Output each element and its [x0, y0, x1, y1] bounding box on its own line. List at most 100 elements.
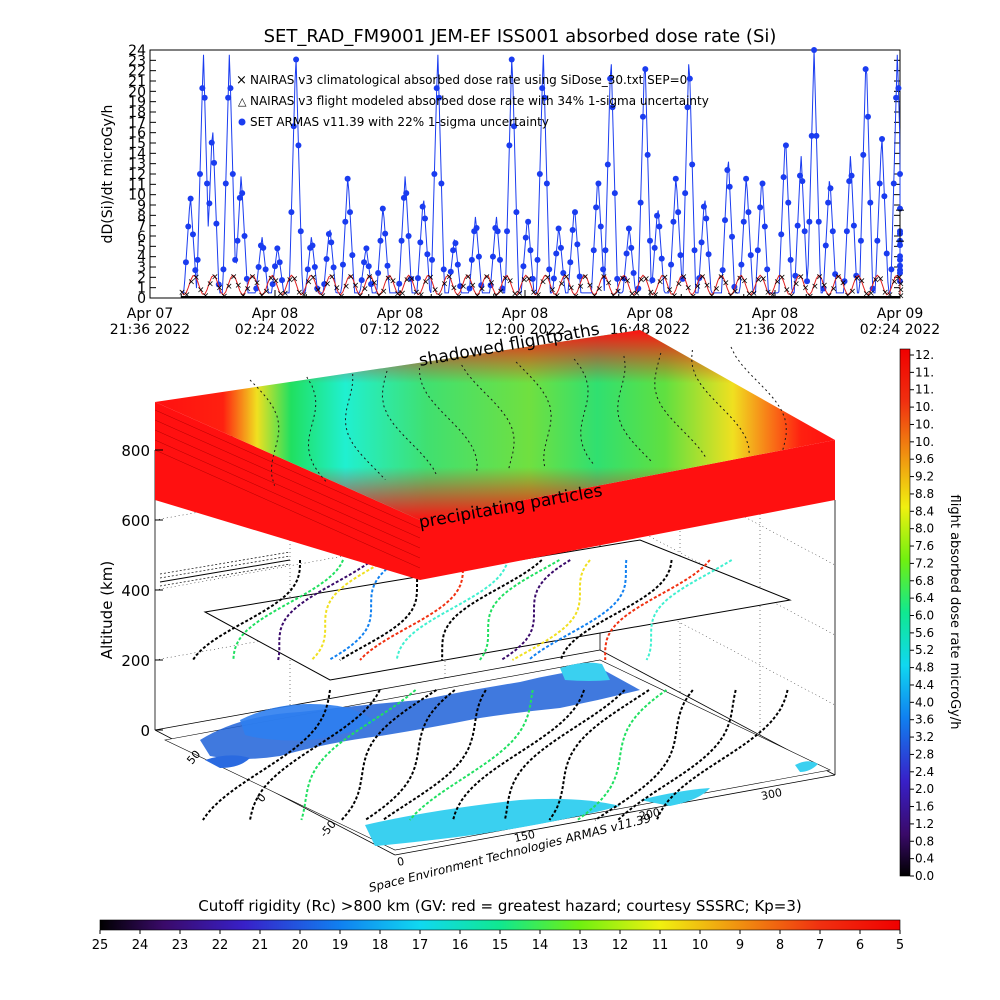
series-nairas-clim-point: ×	[877, 275, 885, 285]
ocean-region-north	[560, 662, 610, 681]
series-nairas-clim-point: ×	[820, 281, 828, 291]
series-nairas-clim-point: ×	[347, 272, 355, 282]
series-armas-point	[799, 178, 806, 185]
x-tick-label-line2: 21:36 2022	[110, 322, 190, 338]
x-tick-label-line1: Apr 08	[627, 306, 673, 322]
flight-track	[192, 560, 301, 661]
series-nairas-clim-point: ×	[717, 273, 725, 283]
series-armas-point	[365, 263, 372, 270]
series-armas-point	[604, 161, 611, 168]
series-armas-point	[876, 180, 883, 187]
series-nairas-clim-point: ×	[431, 286, 439, 296]
series-nairas-clim-point: ×	[506, 276, 514, 286]
series-armas-point	[396, 280, 403, 287]
series-armas-point	[297, 228, 304, 235]
x-tick-label-line2: 02:24 2022	[235, 322, 315, 338]
series-nairas-clim-point: ×	[849, 287, 857, 297]
colorbar-bottom-tick-label: 14	[532, 938, 549, 953]
colorbar-bottom-tick-label: 25	[92, 938, 109, 953]
colorbar-bottom-bar	[99, 919, 901, 931]
colorbar-bottom-tick-label: 12	[612, 938, 629, 953]
x-tick-label-line2: 21:36 2022	[735, 322, 815, 338]
y-tick-label: 21	[128, 74, 146, 90]
series-nairas-clim-point: ×	[235, 281, 243, 291]
ground-track	[364, 689, 456, 821]
series-nairas-clim-point: ×	[445, 272, 453, 282]
colorbar-right-tick-label: 2.0	[915, 782, 934, 796]
series-nairas-clim-point: ×	[244, 285, 252, 295]
series-nairas-clim-point: ×	[872, 275, 880, 285]
series-nairas-clim-point: ×	[478, 285, 486, 295]
series-armas-point	[513, 209, 520, 216]
altitude-tick-label: 400	[121, 582, 150, 600]
series-armas-point	[684, 104, 691, 111]
series-armas-point	[747, 252, 754, 259]
y-tick-label: 1	[137, 281, 146, 297]
series-nairas-clim-point: ×	[464, 272, 472, 282]
series-nairas-clim-point: ×	[581, 272, 589, 282]
series-armas-point	[504, 228, 511, 235]
series-armas-point	[569, 227, 576, 234]
series-nairas-clim-point: ×	[263, 287, 271, 297]
series-armas-point	[639, 113, 646, 120]
series-armas-point	[529, 275, 536, 282]
series-armas-point	[197, 171, 203, 177]
series-nairas-clim-point: ×	[558, 280, 566, 290]
flight-track	[479, 559, 560, 661]
series-nairas-clim-point: ×	[305, 277, 313, 287]
y-tick-label: 9	[137, 198, 146, 214]
series-armas-point	[182, 259, 189, 266]
series-armas-point	[382, 230, 389, 237]
altitude-tick-label: 200	[121, 652, 150, 670]
y-tick-label: 4	[137, 250, 146, 266]
series-armas-point	[234, 237, 241, 244]
series-armas-point	[785, 199, 792, 206]
series-nairas-clim-point: ×	[211, 272, 219, 282]
series-nairas-clim-point: ×	[258, 291, 266, 301]
colorbar-right-tick-label: 4.8	[915, 661, 934, 675]
colorbar-right-tick-label: 1.6	[915, 800, 934, 814]
ground-track	[202, 689, 331, 821]
series-nairas-clim-point: ×	[778, 273, 786, 283]
y-tick-label: 6	[137, 229, 146, 245]
series-armas-point	[848, 172, 855, 179]
series-nairas-clim-point: ×	[661, 273, 669, 283]
series-armas-point	[204, 180, 211, 187]
colorbar-right-tick-label: 8.4	[915, 504, 934, 518]
series-armas-point	[438, 180, 445, 187]
colorbar-right-tick-label: 9.2	[915, 470, 934, 484]
series-nairas-clim-point: ×	[853, 274, 861, 284]
flight-track	[511, 559, 591, 661]
flight-track	[359, 559, 464, 661]
series-nairas-clim-point: ×	[685, 283, 693, 293]
y-tick-label: 2	[137, 270, 146, 286]
colorbar-right-tick-label: 10.	[915, 417, 934, 431]
series-armas-point	[832, 271, 839, 278]
y-tick-label: 13	[128, 157, 146, 173]
y-tick-label: 0	[137, 291, 146, 307]
series-nairas-clim-point: ×	[647, 288, 655, 298]
series-armas-point	[843, 228, 850, 235]
lon-tick-label: 150	[513, 828, 536, 845]
series-nairas-clim-point: ×	[342, 282, 350, 292]
series-armas-point	[511, 123, 518, 130]
series-nairas-clim-point: ×	[595, 285, 603, 295]
series-armas-point	[304, 266, 311, 273]
series-nairas-clim-point: ×	[225, 282, 233, 292]
slab-track	[306, 376, 328, 483]
series-armas-point	[272, 263, 278, 270]
series-nairas-clim-point: ×	[642, 275, 650, 285]
colorbar-right-tick-label: 3.2	[915, 730, 934, 744]
series-armas-point	[574, 241, 581, 248]
series-nairas-clim-point: ×	[699, 272, 707, 282]
y-tick-label: 20	[128, 84, 146, 100]
legend-item-armas: SET ARMAS v11.39 with 22% 1-sigma uncert…	[250, 115, 549, 129]
series-armas-point	[787, 256, 794, 263]
series-nairas-clim-point: ×	[277, 290, 285, 300]
series-armas-point	[850, 222, 857, 229]
flightpath-side-stripes	[159, 559, 291, 583]
series-armas-point	[325, 231, 332, 238]
series-armas-point	[560, 269, 567, 276]
series-nairas-clim-point: ×	[624, 276, 632, 286]
